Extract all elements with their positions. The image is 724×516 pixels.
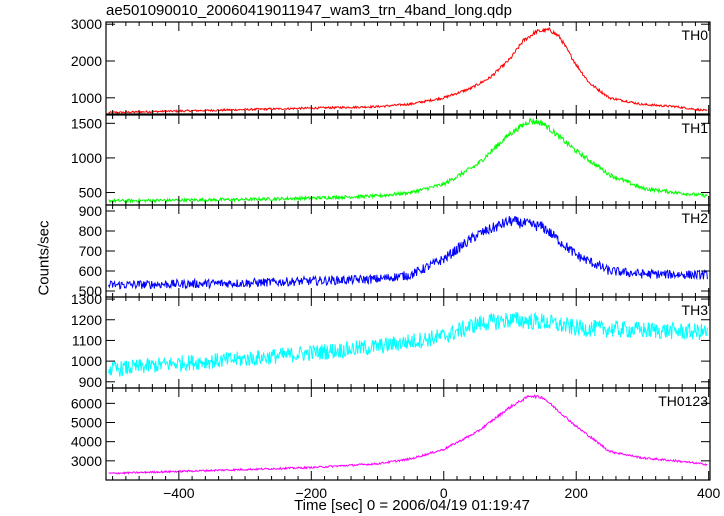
y-tick-label: 3000 <box>71 453 102 469</box>
x-tick-label: 0 <box>440 485 448 501</box>
y-tick-label: 3000 <box>71 16 102 32</box>
y-tick-label: 900 <box>79 203 103 219</box>
y-tick-label: 800 <box>79 223 103 239</box>
panel-label-th0123: TH0123 <box>658 393 708 409</box>
panel-label-th0: TH0 <box>682 27 709 43</box>
panel-th1: 500 1000 1500 TH1 <box>71 114 711 206</box>
y-tick-label: 1200 <box>71 312 102 328</box>
y-tick-label: 1500 <box>71 115 102 131</box>
y-tick-label: 1000 <box>71 353 102 369</box>
y-tick-label: 900 <box>79 374 103 390</box>
y-tick-label: 1000 <box>71 90 102 106</box>
panel-th2: 500 600 700 800 900 TH2 <box>79 203 711 299</box>
plot-title: ae501090010_20060419011947_wam3_trn_4ban… <box>106 2 512 19</box>
y-tick-label: 1300 <box>71 291 102 307</box>
y-tick-label: 600 <box>79 263 103 279</box>
series-line-th1 <box>108 117 708 204</box>
y-tick-label: 500 <box>79 185 103 201</box>
x-axis-label: Time [sec] 0 = 2006/04/19 01:19:47 <box>294 497 530 514</box>
panel-label-th1: TH1 <box>682 120 709 136</box>
panel-frame <box>105 21 711 115</box>
y-tick-label: 1000 <box>71 150 102 166</box>
y-tick-label: 700 <box>79 243 103 259</box>
x-tick-label: 200 <box>565 485 589 501</box>
y-tick-label: 500 <box>79 283 103 299</box>
y-tick-label: 1100 <box>72 332 102 348</box>
x-tick-label: −200 <box>296 485 328 501</box>
panel-th3: 900 1000 1100 1200 1300 TH3 <box>71 291 711 390</box>
series-line-th0123 <box>108 394 708 475</box>
panel-th0123: 3000 4000 5000 6000 TH0123 <box>71 387 711 481</box>
panel-label-th2: TH2 <box>682 210 709 226</box>
panel-frame <box>105 387 711 481</box>
panel-label-th3: TH3 <box>682 302 709 318</box>
series-line-th2 <box>108 216 708 290</box>
series-line-th3 <box>108 311 708 377</box>
x-tick-label: −400 <box>163 485 195 501</box>
panel-th0: 1000 2000 3000 TH0 <box>71 16 711 115</box>
y-tick-label: 2000 <box>71 53 102 69</box>
y-tick-label: 5000 <box>71 415 102 431</box>
x-tick-label: 400 <box>697 485 721 501</box>
series-line-th0 <box>108 27 708 114</box>
y-tick-label: 6000 <box>71 395 102 411</box>
panel-frame <box>105 114 711 206</box>
y-tick-label: 4000 <box>71 434 102 450</box>
